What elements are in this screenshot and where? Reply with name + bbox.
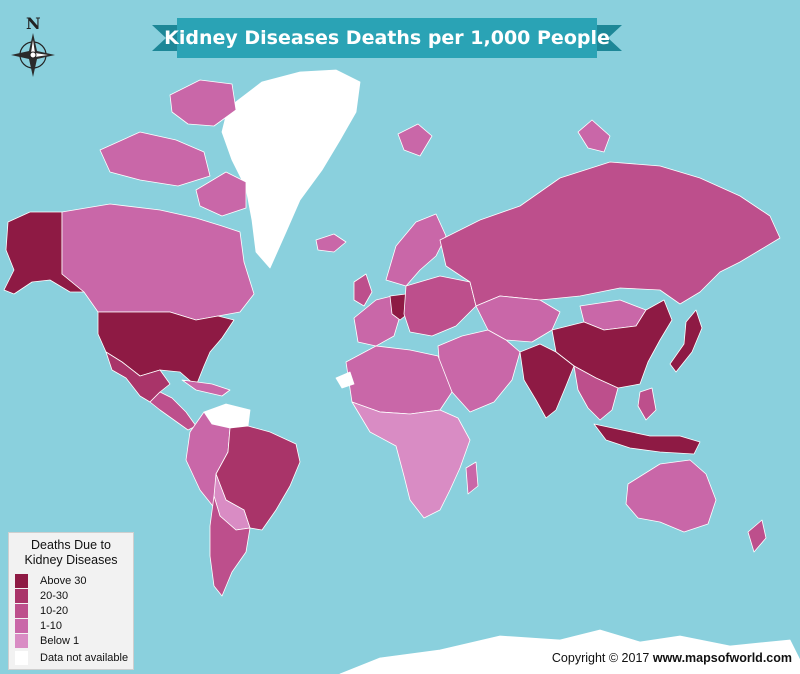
legend-item-data-not-available: Data not available	[15, 651, 128, 665]
region-japan	[669, 309, 703, 373]
region-north-africa	[345, 345, 453, 415]
legend-swatch	[15, 604, 28, 618]
region-svalbard	[397, 123, 433, 157]
legend-item-above-30: Above 30	[15, 574, 86, 588]
legend-item-below-1: Below 1	[15, 634, 79, 648]
legend-label: 1-10	[40, 620, 63, 632]
region-central-america	[149, 391, 197, 431]
compass-rose-icon	[11, 33, 55, 77]
compass-north-label: N	[26, 14, 41, 33]
region-argentina	[209, 495, 251, 597]
legend-label: 20-30	[40, 590, 69, 602]
legend-item-20-30: 20-30	[15, 589, 68, 603]
legend-label: 10-20	[40, 605, 69, 617]
region-europe-east	[403, 275, 477, 337]
region-australia	[625, 459, 717, 533]
region-europe-west	[353, 295, 401, 347]
region-middle-east	[437, 329, 521, 413]
region-greenland	[221, 69, 361, 269]
region-southeast-asia	[573, 365, 619, 421]
copyright-site: www.mapsofworld.com	[652, 651, 792, 665]
legend-label: Data not available	[40, 652, 129, 664]
legend-item-1-10: 1-10	[15, 619, 62, 633]
copyright-prefix: Copyright © 2017	[551, 651, 650, 665]
region-canada	[61, 203, 255, 321]
region-scandinavia	[385, 213, 447, 287]
legend-title-line2: Kidney Diseases	[24, 553, 118, 567]
region-madagascar	[465, 461, 479, 495]
region-canada-islands-3	[195, 171, 247, 217]
legend-title-line1: Deaths Due to	[31, 538, 111, 552]
legend: Deaths Due to Kidney Diseases Above 30 2…	[8, 532, 134, 670]
region-canada-islands-2	[99, 131, 211, 187]
region-new-zealand	[747, 519, 767, 553]
region-antarctica	[339, 629, 800, 674]
legend-label: Above 30	[40, 575, 87, 587]
region-philippines	[637, 387, 657, 421]
map-title: Kidney Diseases Deaths per 1,000 People	[164, 27, 610, 49]
legend-swatch	[15, 651, 28, 665]
legend-title: Deaths Due to Kidney Diseases	[9, 538, 133, 568]
region-canada-islands	[169, 79, 237, 127]
region-caribbean	[181, 379, 231, 397]
region-western-sahara	[335, 371, 355, 389]
region-uk	[353, 273, 373, 307]
copyright-notice: Copyright © 2017 www.mapsofworld.com	[552, 651, 792, 665]
legend-swatch	[15, 589, 28, 603]
legend-swatch	[15, 574, 28, 588]
legend-swatch	[15, 634, 28, 648]
region-india	[519, 343, 575, 419]
legend-item-10-20: 10-20	[15, 604, 68, 618]
compass-rose: N	[10, 14, 56, 80]
region-usa	[97, 311, 235, 387]
region-russia-islands	[577, 119, 611, 153]
legend-swatch	[15, 619, 28, 633]
region-russia	[439, 161, 781, 307]
title-box: Kidney Diseases Deaths per 1,000 People	[164, 18, 610, 58]
title-banner: Kidney Diseases Deaths per 1,000 People	[152, 18, 622, 58]
legend-label: Below 1	[40, 635, 80, 647]
region-indonesia	[593, 423, 701, 455]
region-iceland	[315, 233, 347, 253]
region-subsaharan-africa	[351, 401, 471, 519]
